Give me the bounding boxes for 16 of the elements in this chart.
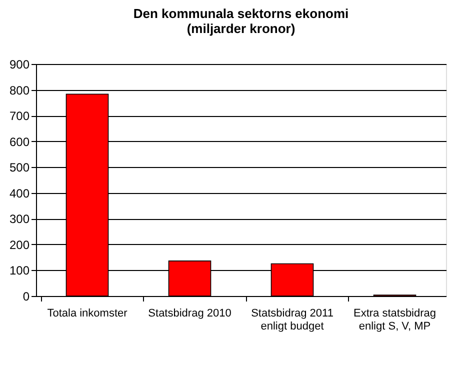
y-tick-label: 300: [9, 212, 30, 226]
y-tick-label: 500: [9, 160, 30, 175]
text: Den kommunala sektorns ekonomi: [133, 6, 349, 21]
text: (miljarder kronor): [186, 21, 296, 36]
x-tick-label: Statsbidrag 2010: [148, 308, 232, 320]
x-tick-label: Totala inkomster: [47, 308, 128, 320]
x-tick-label: Statsbidrag 2011 enligt budget: [251, 308, 334, 332]
y-tick-label: 400: [9, 186, 30, 200]
y-tick-label: 100: [9, 264, 30, 278]
y-tick-label: 800: [9, 83, 30, 98]
y-tick-label: 700: [9, 109, 30, 124]
y-tick-label: 0: [22, 290, 30, 304]
y-tick-label: 600: [9, 134, 30, 149]
y-tick-label: 900: [9, 58, 30, 72]
x-tick-label: Extra statsbidrag enligt S, V, MP: [353, 308, 436, 332]
y-tick-label: 200: [9, 238, 30, 252]
